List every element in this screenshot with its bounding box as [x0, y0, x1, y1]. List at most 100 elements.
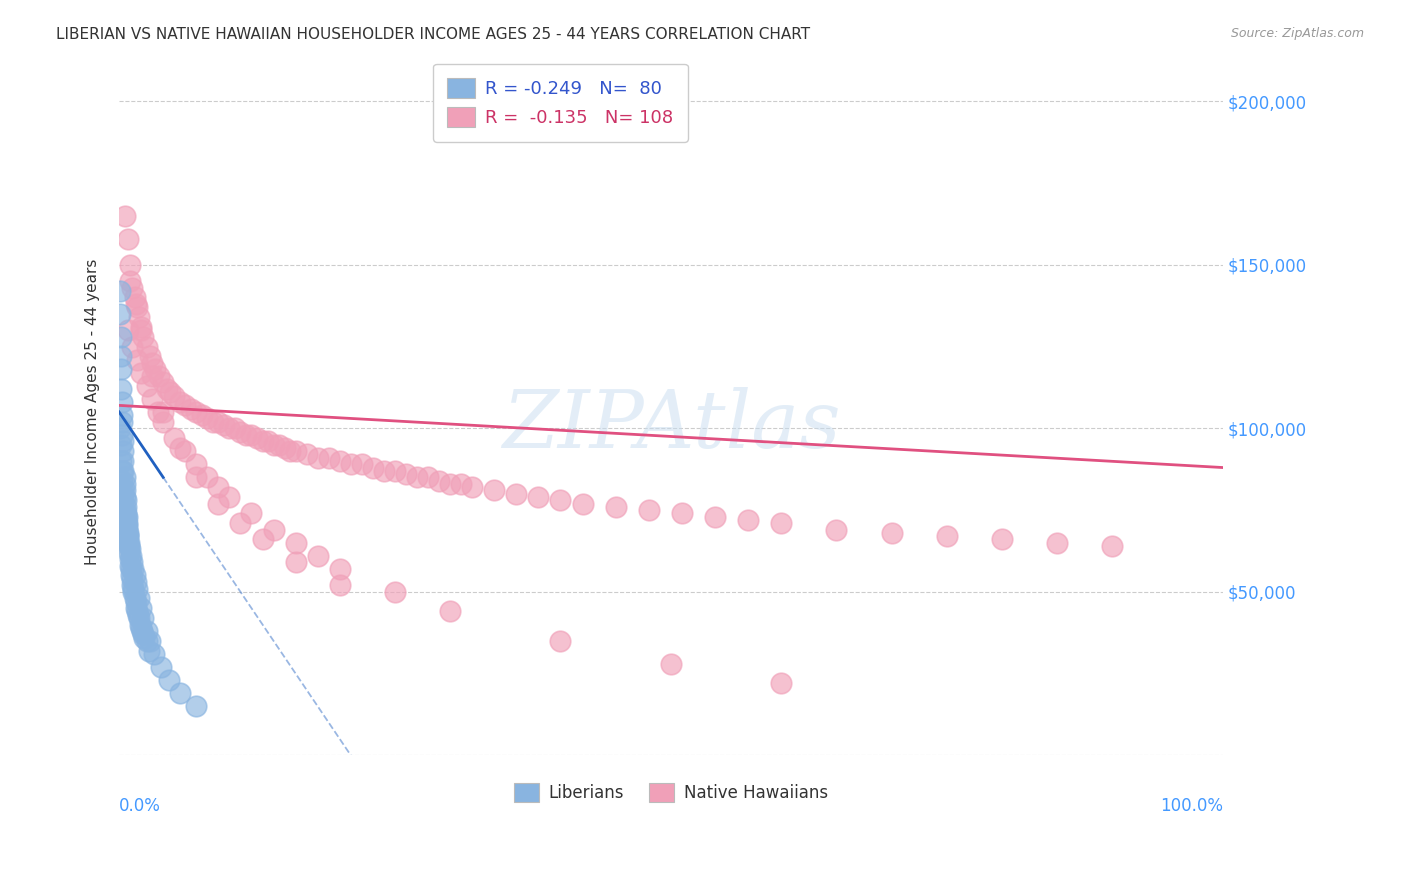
Point	[122, 582, 145, 596]
Text: 0.0%: 0.0%	[120, 797, 160, 814]
Point	[139, 633, 162, 648]
Point	[124, 594, 146, 608]
Point	[129, 601, 152, 615]
Point	[112, 464, 135, 478]
Point	[263, 523, 285, 537]
Point	[114, 503, 136, 517]
Point	[361, 460, 384, 475]
Point	[129, 323, 152, 337]
Point	[329, 578, 352, 592]
Point	[114, 493, 136, 508]
Point	[139, 349, 162, 363]
Point	[121, 555, 143, 569]
Point	[128, 310, 150, 324]
Point	[110, 329, 132, 343]
Point	[120, 274, 142, 288]
Point	[111, 408, 134, 422]
Point	[110, 454, 132, 468]
Point	[637, 503, 659, 517]
Point	[141, 356, 163, 370]
Point	[112, 454, 135, 468]
Point	[117, 323, 139, 337]
Point	[110, 382, 132, 396]
Legend: Liberians, Native Hawaiians: Liberians, Native Hawaiians	[508, 777, 835, 809]
Point	[186, 470, 208, 484]
Text: 100.0%: 100.0%	[1160, 797, 1223, 814]
Point	[114, 209, 136, 223]
Point	[484, 483, 506, 498]
Point	[155, 382, 177, 396]
Point	[111, 395, 134, 409]
Point	[329, 454, 352, 468]
Point	[224, 421, 246, 435]
Point	[505, 486, 527, 500]
Point	[125, 604, 148, 618]
Point	[180, 401, 202, 416]
Point	[263, 437, 285, 451]
Point	[120, 558, 142, 573]
Point	[659, 657, 682, 671]
Point	[122, 584, 145, 599]
Point	[148, 368, 170, 383]
Point	[307, 549, 329, 563]
Point	[141, 392, 163, 406]
Point	[186, 699, 208, 714]
Point	[284, 444, 307, 458]
Point	[120, 542, 142, 557]
Point	[117, 529, 139, 543]
Point	[114, 500, 136, 514]
Point	[384, 584, 406, 599]
Point	[112, 434, 135, 449]
Point	[169, 395, 191, 409]
Point	[128, 611, 150, 625]
Point	[129, 319, 152, 334]
Point	[157, 673, 180, 687]
Point	[174, 398, 197, 412]
Point	[120, 552, 142, 566]
Point	[131, 624, 153, 638]
Point	[267, 437, 290, 451]
Point	[120, 549, 142, 563]
Point	[108, 284, 131, 298]
Point	[117, 535, 139, 549]
Point	[880, 525, 903, 540]
Point	[129, 621, 152, 635]
Point	[145, 362, 167, 376]
Point	[118, 535, 141, 549]
Point	[138, 643, 160, 657]
Point	[252, 434, 274, 449]
Point	[129, 617, 152, 632]
Point	[115, 523, 138, 537]
Point	[935, 529, 957, 543]
Point	[201, 415, 224, 429]
Point	[318, 450, 340, 465]
Point	[373, 464, 395, 478]
Point	[117, 231, 139, 245]
Point	[212, 417, 235, 432]
Point	[671, 506, 693, 520]
Point	[770, 676, 793, 690]
Point	[704, 509, 727, 524]
Point	[141, 368, 163, 383]
Point	[110, 437, 132, 451]
Point	[295, 447, 318, 461]
Point	[115, 516, 138, 530]
Point	[132, 329, 155, 343]
Point	[1101, 539, 1123, 553]
Point	[115, 509, 138, 524]
Point	[110, 362, 132, 376]
Point	[115, 519, 138, 533]
Point	[174, 444, 197, 458]
Point	[384, 464, 406, 478]
Point	[146, 405, 169, 419]
Point	[149, 660, 172, 674]
Point	[191, 408, 214, 422]
Point	[114, 490, 136, 504]
Point	[121, 578, 143, 592]
Point	[207, 415, 229, 429]
Point	[114, 506, 136, 520]
Point	[1046, 535, 1069, 549]
Point	[114, 516, 136, 530]
Point	[278, 444, 301, 458]
Point	[118, 539, 141, 553]
